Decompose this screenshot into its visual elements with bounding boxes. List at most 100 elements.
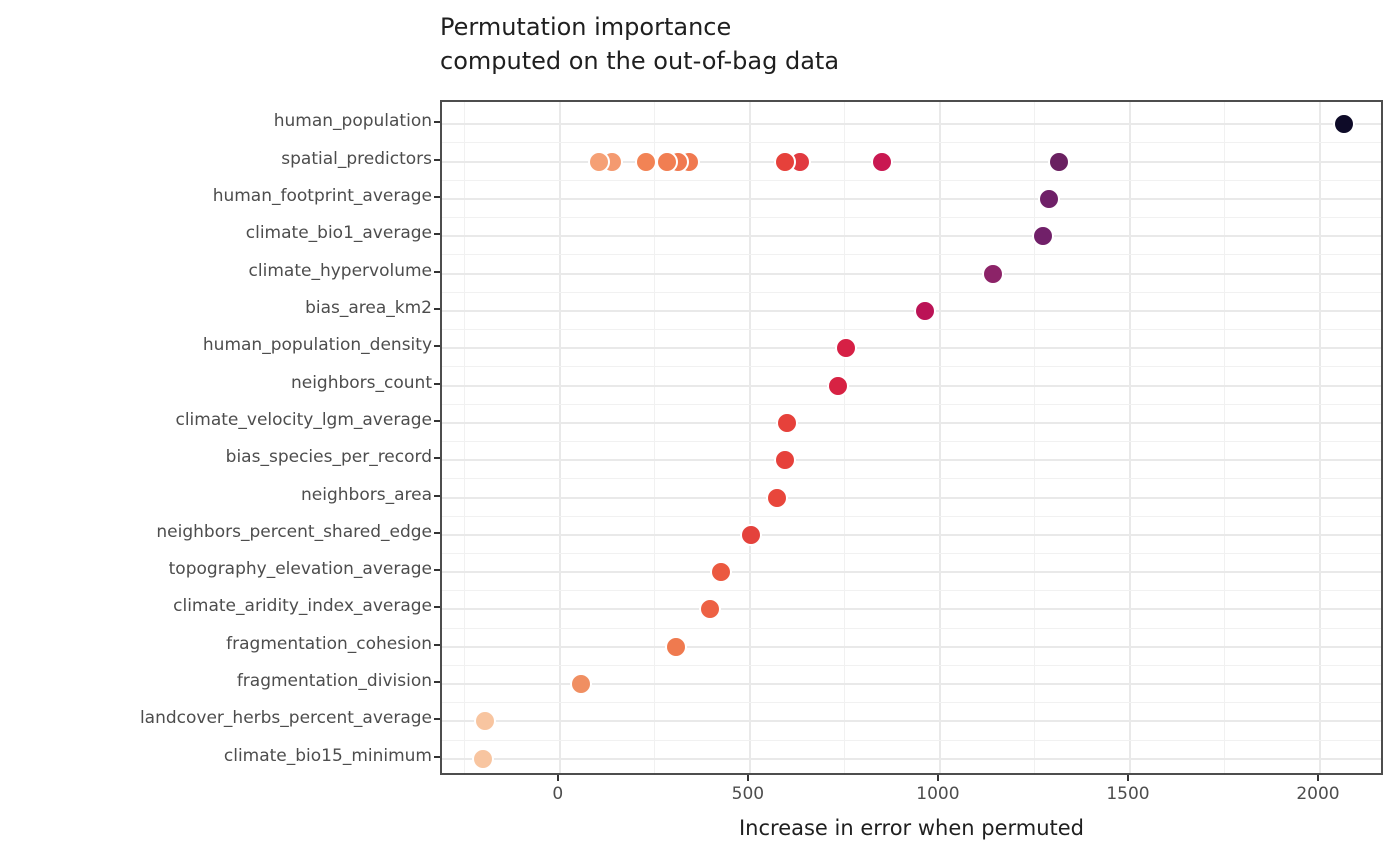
- data-point: [870, 150, 893, 173]
- data-point: [709, 561, 732, 584]
- gridline-horizontal-minor: [442, 366, 1381, 368]
- gridline-vertical-major: [748, 102, 751, 773]
- data-point: [774, 449, 797, 472]
- data-point: [471, 747, 494, 770]
- gridline-vertical-minor: [1034, 102, 1036, 773]
- gridline-horizontal-major: [442, 645, 1381, 648]
- gridline-horizontal-major: [442, 571, 1381, 574]
- y-tick-label: neighbors_area: [301, 484, 432, 505]
- y-tick-mark: [434, 382, 440, 385]
- data-point: [1332, 113, 1355, 136]
- gridline-horizontal-major: [442, 533, 1381, 536]
- y-tick-mark: [434, 457, 440, 460]
- y-tick-mark: [434, 158, 440, 161]
- data-point: [981, 262, 1004, 285]
- gridline-horizontal-minor: [442, 515, 1381, 517]
- y-tick-label: fragmentation_cohesion: [226, 633, 432, 654]
- y-tick-label: climate_bio1_average: [245, 223, 432, 244]
- gridline-horizontal-major: [442, 309, 1381, 312]
- data-point: [835, 337, 858, 360]
- y-tick-label: bias_species_per_record: [225, 447, 432, 468]
- gridline-horizontal-minor: [442, 142, 1381, 144]
- y-tick-mark: [434, 195, 440, 198]
- plot-panel: [440, 100, 1383, 775]
- data-point: [1031, 225, 1054, 248]
- gridline-vertical-minor: [1224, 102, 1226, 773]
- gridline-horizontal-major: [442, 496, 1381, 499]
- y-tick-mark: [434, 681, 440, 684]
- gridline-horizontal-major: [442, 123, 1381, 126]
- x-tick-label: 1500: [1106, 784, 1150, 804]
- y-tick-mark: [434, 643, 440, 646]
- data-point: [1048, 150, 1071, 173]
- y-tick-label: neighbors_percent_shared_edge: [156, 521, 432, 542]
- data-point: [634, 150, 657, 173]
- y-tick-mark: [434, 755, 440, 758]
- gridline-vertical-minor: [844, 102, 846, 773]
- gridline-horizontal-major: [442, 235, 1381, 238]
- y-tick-mark: [434, 419, 440, 422]
- x-tick-label: 0: [552, 784, 564, 804]
- gridline-horizontal-minor: [442, 291, 1381, 293]
- y-tick-mark: [434, 531, 440, 534]
- y-tick-mark: [434, 307, 440, 310]
- y-tick-label: climate_aridity_index_average: [173, 596, 432, 617]
- gridline-horizontal-major: [442, 720, 1381, 723]
- gridline-vertical-minor: [464, 102, 466, 773]
- data-point: [826, 374, 849, 397]
- data-point: [569, 673, 592, 696]
- x-tick-mark: [746, 775, 749, 781]
- gridline-horizontal-minor: [442, 254, 1381, 256]
- x-tick-mark: [936, 775, 939, 781]
- y-tick-label: fragmentation_division: [236, 671, 432, 692]
- gridline-vertical-major: [558, 102, 561, 773]
- gridline-horizontal-minor: [442, 441, 1381, 443]
- data-point: [913, 299, 936, 322]
- y-tick-label: landcover_herbs_percent_average: [139, 708, 432, 729]
- x-tick-label: 2000: [1296, 784, 1340, 804]
- gridline-horizontal-major: [442, 608, 1381, 611]
- gridline-horizontal-major: [442, 347, 1381, 350]
- data-point: [474, 710, 497, 733]
- x-tick-mark: [556, 775, 559, 781]
- x-tick-mark: [1317, 775, 1319, 781]
- data-point: [775, 411, 798, 434]
- gridline-horizontal-minor: [442, 702, 1381, 704]
- y-tick-label: topography_elevation_average: [168, 559, 432, 580]
- gridline-horizontal-major: [442, 272, 1381, 275]
- x-tick-label: 500: [731, 784, 765, 804]
- chart-title: Permutation importance computed on the o…: [440, 10, 839, 78]
- y-tick-mark: [434, 233, 440, 236]
- data-point: [1037, 187, 1060, 210]
- data-point: [740, 523, 762, 546]
- chart-title-line2: computed on the out-of-bag data: [440, 47, 840, 75]
- data-point: [665, 635, 688, 658]
- gridline-horizontal-major: [442, 384, 1381, 387]
- gridline-horizontal-major: [442, 197, 1381, 200]
- gridline-vertical-minor: [654, 102, 656, 773]
- y-tick-label: climate_velocity_lgm_average: [175, 409, 432, 430]
- gridline-horizontal-major: [442, 459, 1381, 462]
- gridline-horizontal-major: [442, 683, 1381, 686]
- gridline-horizontal-minor: [442, 590, 1381, 592]
- chart-title-line1: Permutation importance: [440, 13, 732, 41]
- y-tick-mark: [434, 606, 440, 609]
- y-tick-mark: [434, 121, 440, 124]
- y-tick-label: human_population: [273, 111, 432, 132]
- y-tick-mark: [434, 270, 440, 273]
- data-point: [699, 598, 722, 621]
- gridline-horizontal-major: [442, 421, 1381, 424]
- y-tick-label: climate_bio15_minimum: [223, 745, 432, 766]
- y-tick-mark: [434, 345, 440, 348]
- x-tick-label: 1000: [916, 784, 960, 804]
- gridline-horizontal-major: [442, 757, 1381, 760]
- x-tick-mark: [1126, 775, 1129, 781]
- data-point: [774, 150, 797, 173]
- gridline-horizontal-minor: [442, 403, 1381, 405]
- x-axis-title: Increase in error when permuted: [738, 816, 1085, 840]
- gridline-vertical-major: [1128, 102, 1131, 773]
- data-point: [765, 486, 788, 509]
- y-tick-label: human_population_density: [202, 335, 432, 356]
- y-tick-mark: [434, 718, 440, 721]
